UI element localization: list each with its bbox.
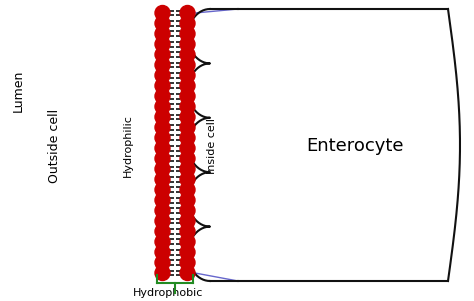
Text: Hydrophilic: Hydrophilic — [123, 115, 133, 177]
Circle shape — [180, 213, 195, 228]
Circle shape — [180, 203, 195, 218]
Text: Enterocyte: Enterocyte — [306, 137, 404, 155]
Circle shape — [155, 255, 170, 270]
Circle shape — [155, 57, 170, 73]
Circle shape — [180, 141, 195, 156]
Circle shape — [180, 265, 195, 281]
Circle shape — [180, 245, 195, 260]
Circle shape — [155, 265, 170, 281]
Circle shape — [155, 245, 170, 260]
Circle shape — [180, 255, 195, 270]
Circle shape — [180, 47, 195, 62]
Circle shape — [155, 130, 170, 145]
Circle shape — [180, 68, 195, 83]
Circle shape — [155, 47, 170, 62]
Circle shape — [180, 193, 195, 208]
Circle shape — [180, 130, 195, 145]
Circle shape — [155, 224, 170, 239]
Circle shape — [155, 16, 170, 31]
Circle shape — [180, 78, 195, 93]
Text: Inside cell: Inside cell — [207, 118, 217, 174]
Circle shape — [155, 234, 170, 249]
Text: Hydrophobic: Hydrophobic — [133, 288, 203, 298]
Circle shape — [155, 213, 170, 228]
Circle shape — [155, 141, 170, 156]
Circle shape — [180, 57, 195, 73]
Circle shape — [180, 172, 195, 187]
Circle shape — [155, 120, 170, 135]
Circle shape — [180, 162, 195, 176]
Circle shape — [180, 5, 195, 20]
Text: Outside cell: Outside cell — [48, 109, 62, 183]
Circle shape — [180, 182, 195, 197]
Text: Lumen: Lumen — [11, 70, 25, 112]
Circle shape — [155, 151, 170, 166]
Circle shape — [155, 26, 170, 41]
Circle shape — [155, 182, 170, 197]
Circle shape — [155, 99, 170, 114]
Circle shape — [180, 234, 195, 249]
Circle shape — [180, 110, 195, 125]
Circle shape — [180, 26, 195, 41]
Circle shape — [155, 5, 170, 20]
Circle shape — [155, 162, 170, 176]
Circle shape — [180, 89, 195, 104]
Circle shape — [180, 224, 195, 239]
Circle shape — [155, 68, 170, 83]
Circle shape — [155, 78, 170, 93]
Circle shape — [180, 151, 195, 166]
Circle shape — [155, 89, 170, 104]
Circle shape — [155, 172, 170, 187]
Circle shape — [155, 110, 170, 125]
Circle shape — [180, 99, 195, 114]
Circle shape — [155, 203, 170, 218]
Circle shape — [180, 16, 195, 31]
Circle shape — [180, 37, 195, 52]
Circle shape — [155, 193, 170, 208]
Circle shape — [180, 120, 195, 135]
Circle shape — [155, 37, 170, 52]
